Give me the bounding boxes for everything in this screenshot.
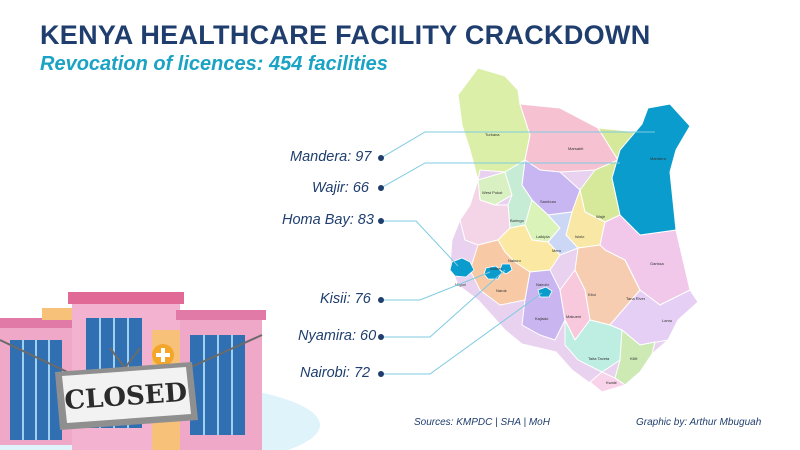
map-label: Turkana (485, 132, 500, 137)
county-meru (546, 211, 579, 256)
map-county-labels: Turkana Marsabit Mandera Wajir Samburu I… (455, 132, 672, 385)
county-tana-river (609, 259, 699, 346)
map-label: West Pokot (482, 190, 503, 195)
map-label: Meru (552, 248, 561, 253)
map-label: Wajir (596, 214, 606, 219)
map-label: Mandera (650, 156, 667, 161)
callout-dot-kisii (378, 297, 384, 303)
callout-nyamira: Nyamira: 60 (298, 328, 377, 344)
leader-line-nyamira (381, 269, 506, 338)
map-label: Taita Taveta (588, 356, 610, 361)
map-label: Garissa (650, 261, 665, 266)
callout-dot-nairobi (378, 371, 384, 377)
callout-dot-homa-bay (378, 218, 384, 224)
sources-note: Sources: KMPDC | SHA | MoH (414, 417, 550, 428)
callout-dot-mandera (378, 155, 384, 161)
map-label: Kwale (606, 380, 618, 385)
county-kilifi (614, 328, 656, 386)
county-west-cluster (459, 179, 511, 246)
leader-line-wajir (380, 162, 620, 189)
map-label: Kilifi (630, 356, 637, 361)
map-label: Baringo (510, 218, 525, 223)
map-label: Marsabit (568, 146, 584, 151)
callout-dot-nyamira (378, 334, 384, 340)
page-subtitle: Revocation of licences: 454 facilities (40, 53, 388, 75)
county-mandera-highlight (611, 103, 691, 236)
page-title: KENYA HEALTHCARE FACILITY CRACKDOWN (40, 20, 651, 50)
callout-dot-wajir (378, 185, 384, 191)
leader-line-kisii (381, 271, 491, 301)
map-label: Makueni (566, 314, 581, 319)
map-label: Bomet (490, 266, 502, 271)
map-label: Nairobi (536, 282, 549, 287)
credit-note: Graphic by: Arthur Mbuguah (636, 417, 762, 428)
county-nairobi-highlight (537, 286, 553, 298)
county-kwale (589, 371, 627, 393)
map-label: Migori (455, 282, 466, 287)
callout-homa-bay: Homa Bay: 83 (282, 212, 374, 228)
leader-lines (380, 131, 655, 375)
map-label: Samburu (540, 199, 556, 204)
leader-line-homa-bay (381, 220, 459, 267)
county-homa-bay-highlight (449, 257, 475, 278)
county-marsabit (519, 103, 619, 173)
map-label: Isiolo (575, 234, 585, 239)
map-label: Kitui (588, 292, 596, 297)
map-label: Kajiado (535, 316, 549, 321)
map-label: Narok (496, 288, 507, 293)
map-label: Laikipia (536, 234, 550, 239)
closed-hospital-illustration: CLOSED (0, 292, 320, 450)
callout-mandera: Mandera: 97 (290, 149, 372, 165)
callout-nairobi: Nairobi: 72 (300, 365, 371, 381)
map-label: Tana River (626, 296, 646, 301)
map-label: Lamu (662, 318, 672, 323)
leader-line-nairobi (381, 292, 543, 375)
leader-line-mandera (380, 131, 655, 159)
map-label: Nakuru (508, 258, 521, 263)
callout-kisii: Kisii: 76 (320, 291, 371, 307)
callout-wajir: Wajir: 66 (312, 180, 369, 196)
